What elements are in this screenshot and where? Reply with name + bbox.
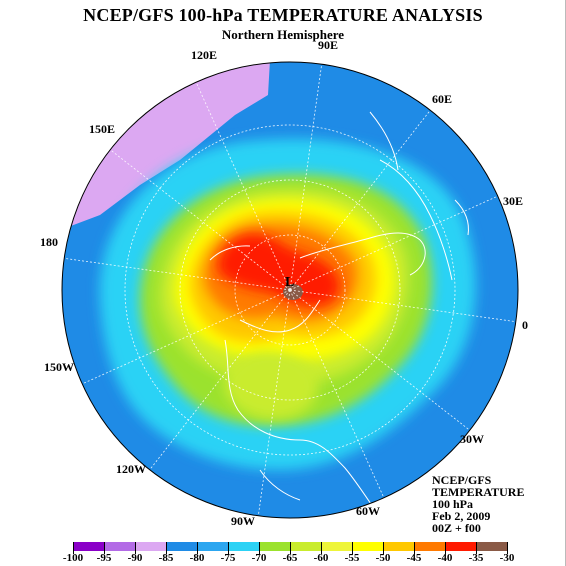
lon-label-180: 180: [40, 235, 58, 249]
info-level: 100 hPa: [432, 497, 474, 511]
colorbar-tick-label: -45: [406, 552, 422, 564]
lon-label-90w: 90W: [231, 514, 255, 528]
colorbar-tick-label: -75: [220, 552, 236, 564]
colorbar-tick-mark: [259, 542, 260, 554]
lon-label-0: 0: [522, 318, 528, 332]
colorbar-tick-mark: [507, 542, 508, 554]
colorbar-tick-label: -85: [158, 552, 174, 564]
colorbar-tick-mark: [73, 542, 74, 554]
colorbar-tick-label: -95: [96, 552, 112, 564]
colorbar-tick-mark: [166, 542, 167, 554]
colorbar: [73, 542, 507, 551]
colorbar-tick-mark: [383, 542, 384, 554]
lon-label-150e: 150E: [89, 122, 116, 136]
field-band-40: [217, 233, 340, 307]
colorbar-tick-label: -70: [251, 552, 267, 564]
field-trough: [223, 351, 318, 420]
colorbar-tick-mark: [445, 542, 446, 554]
lon-label-30e: 30E: [503, 194, 524, 208]
meridian-lines: [62, 62, 518, 518]
colorbar-tick-mark: [197, 542, 198, 554]
colorbar-tick-mark: [135, 542, 136, 554]
colorbar-segment: [73, 542, 104, 551]
lon-label-60e: 60E: [432, 92, 453, 106]
colorbar-tick-mark: [321, 542, 322, 554]
lon-label-60w: 60W: [356, 504, 380, 518]
colorbar-segment: [445, 542, 476, 551]
info-model: NCEP/GFS: [432, 473, 492, 487]
colorbar-tick-mark: [228, 542, 229, 554]
map-subtitle: Northern Hemisphere: [221, 27, 345, 42]
map-title: NCEP/GFS 100-hPa TEMPERATURE ANALYSIS: [83, 5, 483, 25]
colorbar-segment: [197, 542, 228, 551]
colorbar-segment: [259, 542, 290, 551]
colorbar-tick-label: -65: [282, 552, 298, 564]
colorbar-segment: [166, 542, 197, 551]
colorbar-tick-mark: [476, 542, 477, 554]
colorbar-tick-label: -50: [375, 552, 391, 564]
colorbar-segment: [104, 542, 135, 551]
colorbar-tick-mark: [104, 542, 105, 554]
info-variable: TEMPERATURE: [432, 485, 525, 499]
colorbar-segment: [352, 542, 383, 551]
colorbar-tick-mark: [414, 542, 415, 554]
lon-label-120w: 120W: [116, 462, 146, 476]
lon-label-90e: 90E: [318, 38, 339, 52]
lon-label-120e: 120E: [191, 48, 218, 62]
colorbar-segment: [135, 542, 166, 551]
colorbar-tick-mark: [352, 542, 353, 554]
colorbar-segment: [321, 542, 352, 551]
low-pressure-marker: L: [285, 275, 295, 290]
colorbar-tick-label: -100: [62, 552, 84, 564]
colorbar-segment: [228, 542, 259, 551]
lon-label-150w: 150W: [44, 360, 74, 374]
colorbar-tick-label: -80: [189, 552, 205, 564]
colorbar-tick-label: -60: [313, 552, 329, 564]
colorbar-tick-mark: [290, 542, 291, 554]
map-boundary: [61, 61, 519, 519]
info-date: Feb 2, 2009: [432, 509, 491, 523]
colorbar-tick-label: -40: [437, 552, 453, 564]
colorbar-segment: [476, 542, 507, 551]
info-time: 00Z + f00: [432, 521, 481, 535]
colorbar-tick-label: -30: [499, 552, 515, 564]
colorbar-tick-label: -55: [344, 552, 360, 564]
colorbar-segment: [414, 542, 445, 551]
info-block: NCEP/GFS TEMPERATURE 100 hPa Feb 2, 2009…: [432, 474, 524, 534]
latitude-circles: [124, 124, 456, 456]
lon-label-30w: 30W: [460, 432, 484, 446]
colorbar-tick-label: -35: [468, 552, 484, 564]
colorbar-segment: [383, 542, 414, 551]
temperature-field: [62, 62, 518, 518]
colorbar-tick-label: -90: [127, 552, 143, 564]
colorbar-segment: [290, 542, 321, 551]
coastlines: [209, 111, 469, 511]
